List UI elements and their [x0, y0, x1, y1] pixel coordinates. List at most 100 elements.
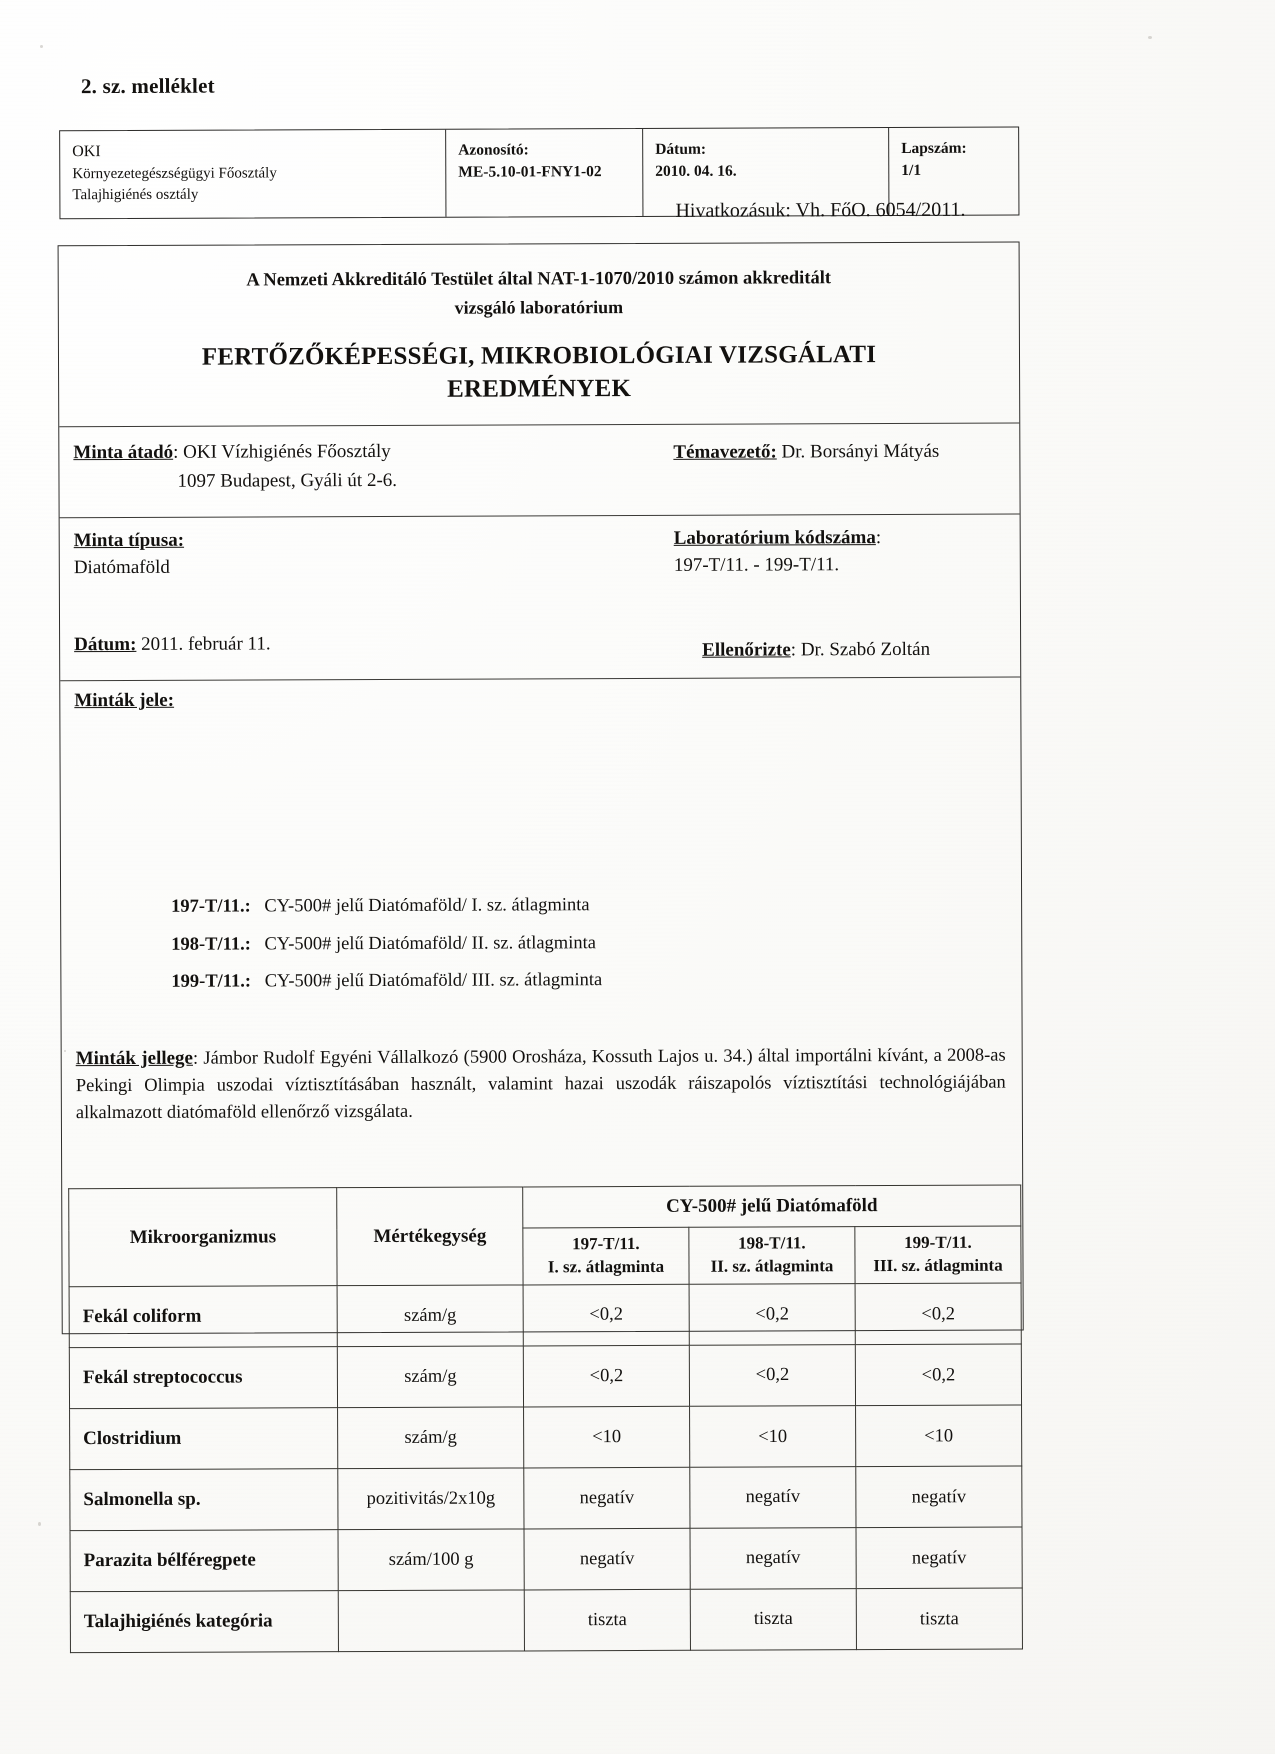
lab-code-separator: :	[875, 527, 882, 549]
project-leader-label: Témavezető:	[673, 441, 777, 463]
row-unit: szám/100 g	[338, 1528, 525, 1591]
row-unit: szám/g	[337, 1284, 524, 1347]
sample-nature-paragraph: Minták jellege: Jámbor Rudolf Egyéni Vál…	[76, 1042, 1006, 1127]
list-item: 197-T/11.: CY-500# jelű Diatómaföld/ I. …	[171, 895, 602, 917]
table-row: Fekál coliform szám/g <0,2 <0,2 <0,2	[69, 1283, 1022, 1348]
sample-type-row: Minta típusa: Diatómaföld Laboratórium k…	[60, 527, 1020, 611]
header-date-value: 2010. 04. 16.	[655, 162, 737, 180]
report-date-label: Dátum:	[74, 633, 137, 656]
sample-provider-value: OKI Vízhigiénés Főosztály	[183, 440, 391, 463]
row-value: <10	[855, 1405, 1022, 1468]
table-row: Fekál streptococcus szám/g <0,2 <0,2 <0,…	[69, 1344, 1022, 1409]
header-unit: Mértékegység	[336, 1186, 524, 1286]
sample-nature-text: Jámbor Rudolf Egyéni Vállalkozó (5900 Or…	[75, 1045, 1006, 1123]
annex-label: 2. sz. melléklet	[80, 73, 215, 99]
identifier-value: ME-5.10-01-FNY1-02	[458, 163, 602, 181]
row-label: Fekál coliform	[69, 1285, 338, 1348]
lab-code-label: Laboratórium kódszáma	[673, 527, 876, 549]
row-unit	[338, 1589, 525, 1652]
results-table: Mikroorganizmus Mértékegység CY-500# jel…	[68, 1185, 1023, 1654]
header-microorganism: Mikroorganizmus	[68, 1187, 338, 1287]
row-value: <0,2	[689, 1283, 856, 1346]
header-date-label: Dátum:	[655, 140, 707, 158]
accreditation-line-2: vizsgáló laboratórium	[454, 296, 624, 318]
row-value: <0,2	[523, 1345, 690, 1407]
header-identifier-cell: Azonosító: ME-5.10-01-FNY1-02	[445, 128, 643, 218]
header-sample-code: 198-T/11.	[738, 1233, 806, 1253]
divider-above-provider	[59, 422, 1020, 428]
row-value: tiszta	[856, 1588, 1023, 1651]
sample-type-block: Minta típusa: Diatómaföld	[74, 530, 185, 579]
header-sample-199: 199-T/11. III. sz. átlagminta	[854, 1226, 1022, 1284]
row-label: Fekál streptococcus	[69, 1346, 338, 1409]
project-leader-value: Dr. Borsányi Mátyás	[776, 440, 940, 463]
header-sample-sub: I. sz. átlagminta	[547, 1256, 665, 1277]
list-item: 198-T/11.: CY-500# jelű Diatómaföld/ II.…	[171, 932, 602, 955]
sample-type-label: Minta típusa:	[73, 529, 185, 552]
sample-provider-address: 1097 Budapest, Gyáli út 2-6.	[177, 469, 398, 492]
scan-speck	[38, 1522, 41, 1526]
sample-marks-label: Minták jele:	[74, 689, 175, 712]
row-unit: szám/g	[337, 1345, 524, 1408]
row-label: Clostridium	[69, 1407, 338, 1470]
project-leader-block: Témavezető: Dr. Borsányi Mátyás	[673, 441, 939, 464]
header-sample-code: 199-T/11.	[904, 1232, 972, 1253]
header-organization-cell: OKI Környezetegészségügyi Főosztály Tala…	[60, 130, 445, 219]
header-sample-group: CY-500# jelű Diatómaföld	[522, 1185, 1021, 1228]
header-sample-code: 197-T/11.	[572, 1234, 640, 1254]
header-sample-197: 197-T/11. I. sz. átlagminta	[522, 1227, 690, 1285]
title-line-2: EREDMÉNYEK	[447, 375, 632, 403]
sample-type-value: Diatómaföld	[73, 556, 170, 579]
sample-description: CY-500# jelű Diatómaföld/ I. sz. átlagmi…	[264, 895, 590, 917]
sample-code: 199-T/11.:	[171, 971, 252, 992]
verified-by-value: Dr. Szabó Zoltán	[800, 638, 931, 661]
pagenumber-value: 1/1	[901, 161, 922, 179]
organization-unit: Talajhigiénés osztály	[72, 186, 199, 204]
table-row: Salmonella sp. pozitivitás/2x10g negatív…	[69, 1466, 1023, 1531]
row-label: Parazita bélféregpete	[70, 1529, 339, 1592]
sample-description: CY-500# jelű Diatómaföld/ II. sz. átlagm…	[264, 932, 596, 954]
table-row: Clostridium szám/g <10 <10 <10	[69, 1405, 1022, 1470]
sample-marks-block: Minták jele:	[74, 690, 174, 712]
row-value: tiszta	[524, 1589, 691, 1651]
row-value: negatív	[524, 1528, 691, 1590]
scan-speck	[64, 1050, 66, 1052]
accreditation-line-1: A Nemzeti Akkreditáló Testület által NAT…	[246, 268, 832, 291]
header-sample-198: 198-T/11. II. sz. átlagminta	[688, 1226, 856, 1285]
header-sample-sub: II. sz. átlagminta	[710, 1256, 834, 1276]
scan-speck	[40, 45, 43, 48]
row-value: <10	[689, 1406, 856, 1468]
verified-by-block: Ellenőrizte: Dr. Szabó Zoltán	[702, 639, 930, 662]
sample-code: 197-T/11.:	[171, 896, 251, 917]
report-body-frame: A Nemzeti Akkreditáló Testület által NAT…	[57, 241, 1024, 1653]
row-label: Talajhigiénés kategória	[70, 1590, 339, 1653]
sample-list: 197-T/11.: CY-500# jelű Diatómaföld/ I. …	[171, 895, 603, 1010]
row-value: <0,2	[855, 1283, 1022, 1346]
title-line-1: FERTŐZŐKÉPESSÉGI, MIKROBIOLÓGIAI VIZSGÁL…	[201, 341, 877, 371]
row-value: negatív	[856, 1527, 1023, 1590]
sample-provider-block: Minta átadó: OKI Vízhigiénés Főosztály 1…	[73, 441, 397, 493]
list-item: 199-T/11.: CY-500# jelű Diatómaföld/ III…	[171, 970, 603, 992]
row-value: <0,2	[855, 1344, 1022, 1407]
sample-provider-label: Minta átadó	[73, 441, 174, 464]
table-header-row-1: Mikroorganizmus Mértékegység CY-500# jel…	[68, 1185, 1021, 1287]
results-table-wrapper: Mikroorganizmus Mértékegység CY-500# jel…	[68, 1185, 1023, 1654]
scan-speck	[1148, 36, 1152, 39]
row-unit: szám/g	[337, 1406, 524, 1469]
provider-row: Minta átadó: OKI Vízhigiénés Főosztály 1…	[59, 439, 1019, 519]
organization-department: Környezetegészségügyi Főosztály	[72, 165, 277, 182]
table-row: Parazita bélféregpete szám/100 g negatív…	[70, 1527, 1023, 1592]
row-value: tiszta	[690, 1588, 857, 1650]
sample-nature-separator: :	[192, 1048, 204, 1069]
pagenumber-label: Lapszám:	[901, 139, 967, 157]
row-value: negatív	[689, 1527, 857, 1589]
sample-description: CY-500# jelű Diatómaföld/ III. sz. átlag…	[264, 970, 603, 992]
row-value: <10	[523, 1406, 690, 1468]
page-title: FERTŐZŐKÉPESSÉGI, MIKROBIOLÓGIAI VIZSGÁL…	[59, 338, 1019, 408]
row-label: Salmonella sp.	[69, 1468, 339, 1531]
sample-nature-label: Minták jellege	[75, 1047, 194, 1070]
report-date-row: Dátum: 2011. február 11. Ellenőrizte: Dr…	[60, 631, 1020, 675]
organization-name: OKI	[72, 143, 101, 161]
